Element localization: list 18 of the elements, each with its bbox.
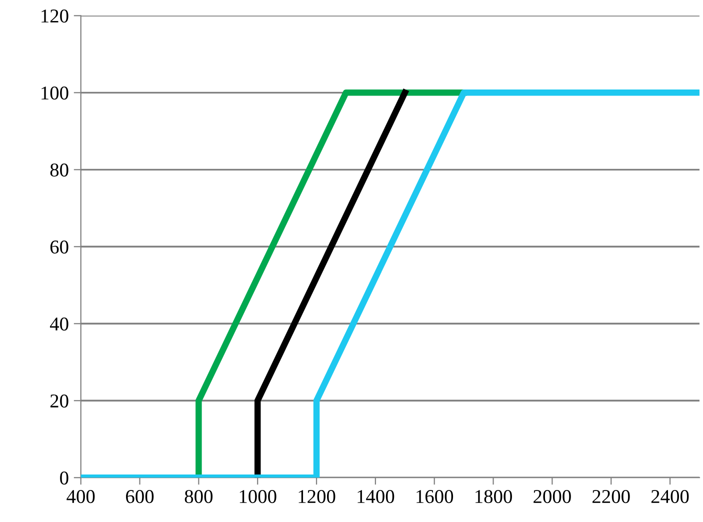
x-tick-label: 2400: [651, 490, 689, 504]
y-tick-label: 100: [42, 86, 68, 100]
y-tick-label: 120: [42, 9, 68, 23]
x-tick-label: 1000: [240, 490, 276, 504]
x-tick-label: 800: [184, 490, 213, 504]
y-tick-label: 20: [50, 394, 68, 408]
x-tick-label: 1800: [476, 490, 512, 504]
x-tick-label: 400: [66, 490, 95, 504]
x-tick-label: 1600: [416, 490, 454, 504]
x-tick-label: 1200: [298, 490, 336, 504]
y-tick-label: 40: [50, 317, 68, 331]
x-tick-label: 1400: [358, 490, 394, 504]
y-tick-label: 60: [50, 240, 68, 254]
y-tick-label: 0: [60, 471, 68, 485]
x-tick-label: 2200: [592, 490, 630, 504]
y-tick-label: 80: [50, 163, 68, 177]
x-tick-label: 2000: [534, 490, 571, 504]
x-tick-label: 600: [126, 490, 154, 504]
